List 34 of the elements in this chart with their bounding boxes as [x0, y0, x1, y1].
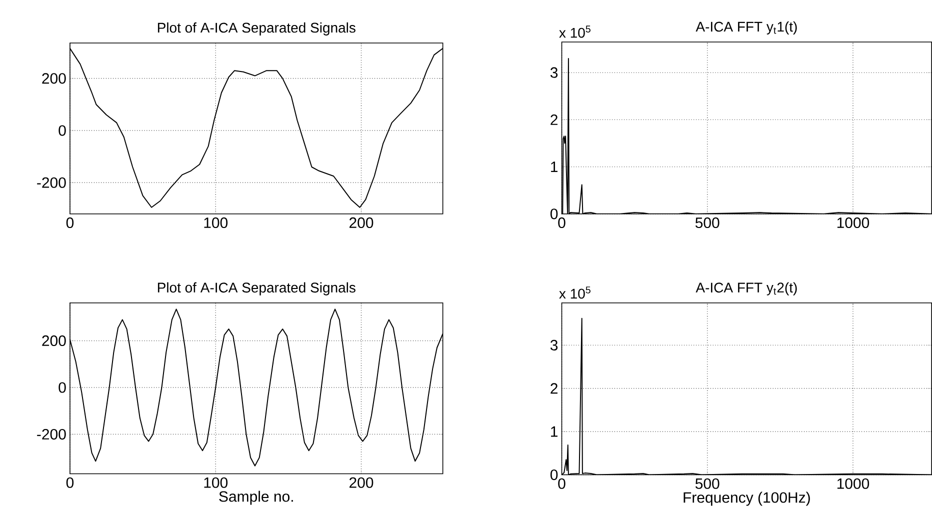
y-tick-label: 0	[550, 208, 558, 220]
x-tick-label: 0	[66, 477, 74, 488]
x-tick-label: 200	[350, 218, 374, 228]
y-tick-label: 3	[550, 340, 558, 351]
x-tick-label: 500	[695, 218, 720, 228]
y-tick-label: 200	[42, 336, 66, 346]
x-tick-label: 1000	[837, 218, 870, 228]
y-tick-label: 3	[550, 67, 558, 78]
x-tick-label: 1000	[837, 478, 870, 490]
y-tick-label: -200	[37, 177, 66, 188]
y-tick-label: 1	[551, 426, 558, 437]
x-tick-label: 100	[204, 218, 228, 228]
x-tick-label: 200	[350, 477, 374, 488]
y-tick-label: 2	[550, 383, 558, 394]
chart-title: Plot of A-ICA Separated Signals	[158, 282, 356, 296]
x-tick-label: 0	[558, 218, 566, 228]
y-tick-label: 0	[58, 125, 66, 136]
y-tick-label: 0	[58, 382, 66, 393]
y-tick-label: 2	[550, 114, 558, 126]
x-tick-label: 0	[558, 478, 566, 490]
chart-title: A-ICA FFT y$_{t}$2(t)	[696, 282, 797, 296]
x-tick-label: 0	[66, 218, 74, 228]
text: x 10$^{5}$	[559, 26, 590, 38]
x-tick-label: 500	[695, 478, 720, 490]
y-tick-label: 200	[42, 73, 66, 84]
chart-title: A-ICA FFT y$_{t}$1(t)	[696, 22, 797, 35]
x-axis-title: Frequency (100Hz)	[684, 492, 810, 506]
chart-title: Plot of A-ICA Separated Signals	[158, 22, 356, 36]
y-tick-label: 0	[550, 470, 558, 480]
x-tick-label: 100	[204, 477, 228, 488]
y-tick-label: 1	[551, 162, 558, 172]
y-tick-label: -200	[37, 429, 66, 440]
x-axis-title: Sample no.	[219, 490, 293, 505]
text: x 10$^{5}$	[559, 286, 590, 299]
